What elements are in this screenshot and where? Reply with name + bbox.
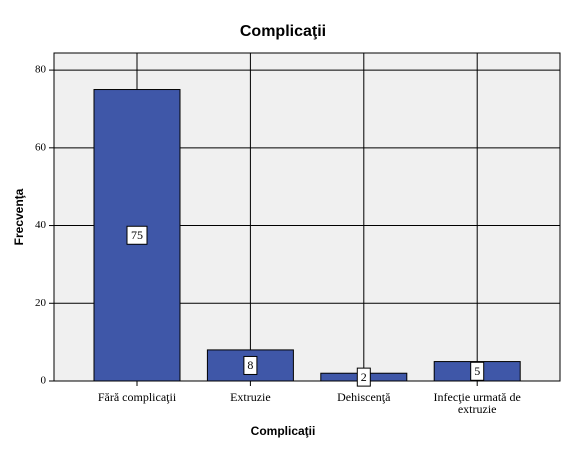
value-label: 75 [131, 228, 143, 242]
y-tick-label: 0 [41, 375, 47, 387]
x-tick-label: Infecţie urmată de extruzie [433, 390, 521, 416]
x-tick-label: Dehiscenţă [337, 390, 391, 404]
value-label: 8 [247, 358, 253, 372]
y-axis-title: Frecvenţa [12, 188, 26, 245]
y-tick-label: 60 [35, 141, 47, 153]
y-tick-label: 80 [35, 64, 47, 76]
x-tick-label: Fără complicaţii [97, 390, 177, 404]
x-axis-title: Complicaţii [251, 424, 316, 438]
chart-title: Complicaţii [240, 23, 326, 40]
x-tick-label: Extruzie [230, 390, 271, 404]
y-tick-label: 40 [35, 219, 47, 231]
value-label-box [356, 367, 371, 387]
value-label-box [126, 225, 148, 245]
y-tick-label: 20 [35, 297, 47, 309]
value-label-box [470, 361, 485, 381]
value-label-box [243, 355, 258, 375]
value-label: 5 [474, 364, 480, 378]
value-label: 2 [361, 370, 367, 384]
plot-border [53, 52, 561, 382]
